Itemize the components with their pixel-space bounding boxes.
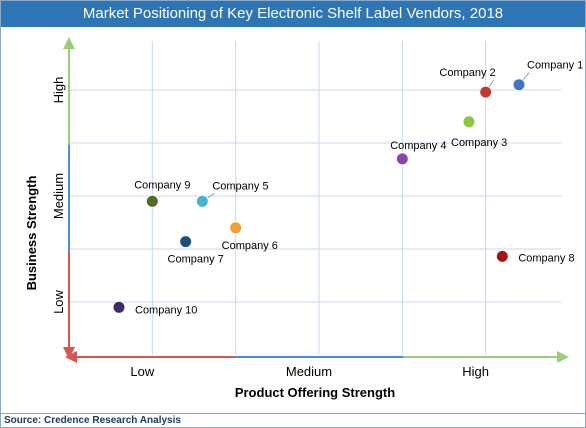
scatter-chart: Low Medium High Low Medium High Product Offer… [24,37,583,400]
point-label: Company 7 [168,254,224,266]
point-marker [462,115,476,129]
axes [63,37,569,363]
point-marker [512,78,526,92]
data-point: Company 1 [512,60,583,92]
source-note: Source: Credence Research Analysis [1,413,585,427]
y-axis-origin-arrowhead [63,347,75,359]
data-point: Company 5 [195,180,269,208]
data-point: Company 7 [168,235,224,266]
x-tick-label: Medium [286,364,332,379]
data-point: Company 8 [495,249,575,264]
point-label: Company 4 [390,140,446,152]
y-axis-arrowhead [63,37,75,49]
point-marker [179,235,193,249]
data-point: Company 3 [451,115,507,149]
x-tick-label: High [462,364,489,379]
point-marker [479,85,493,99]
point-label: Company 10 [135,304,197,316]
point-marker [495,249,509,263]
data-point: Company 6 [222,221,278,252]
y-axis-label: Business Strength [24,176,39,291]
point-label: Company 2 [439,67,495,79]
y-tick-label: Medium [51,173,66,219]
point-marker [195,194,209,208]
x-axis-label: Product Offering Strength [235,385,395,400]
data-points: Company 1 Company 2 Company 3 Company 4 Comp… [112,60,583,316]
point-marker [395,152,409,166]
x-axis-arrowhead [557,351,569,363]
point-label: Company 5 [212,180,268,192]
tick-labels: Low Medium High Low Medium High [51,77,489,379]
grid [69,41,561,355]
point-marker [229,221,243,235]
y-tick-label: High [51,77,66,104]
point-label: Company 8 [518,252,574,264]
x-tick-label: Low [130,364,154,379]
point-marker [145,194,159,208]
chart-title: Market Positioning of Key Electronic She… [1,1,585,27]
x-axis-origin-arrowhead [65,351,77,363]
data-point: Company 9 [134,179,190,208]
point-label: Company 3 [451,137,507,149]
data-point: Company 4 [390,140,446,166]
data-point: Company 2 [439,67,496,99]
point-marker [112,300,126,314]
point-label: Company 1 [527,60,583,72]
point-label: Company 9 [134,179,190,191]
y-tick-label: Low [51,289,66,313]
data-point: Company 10 [112,300,197,316]
point-label: Company 6 [222,240,278,252]
